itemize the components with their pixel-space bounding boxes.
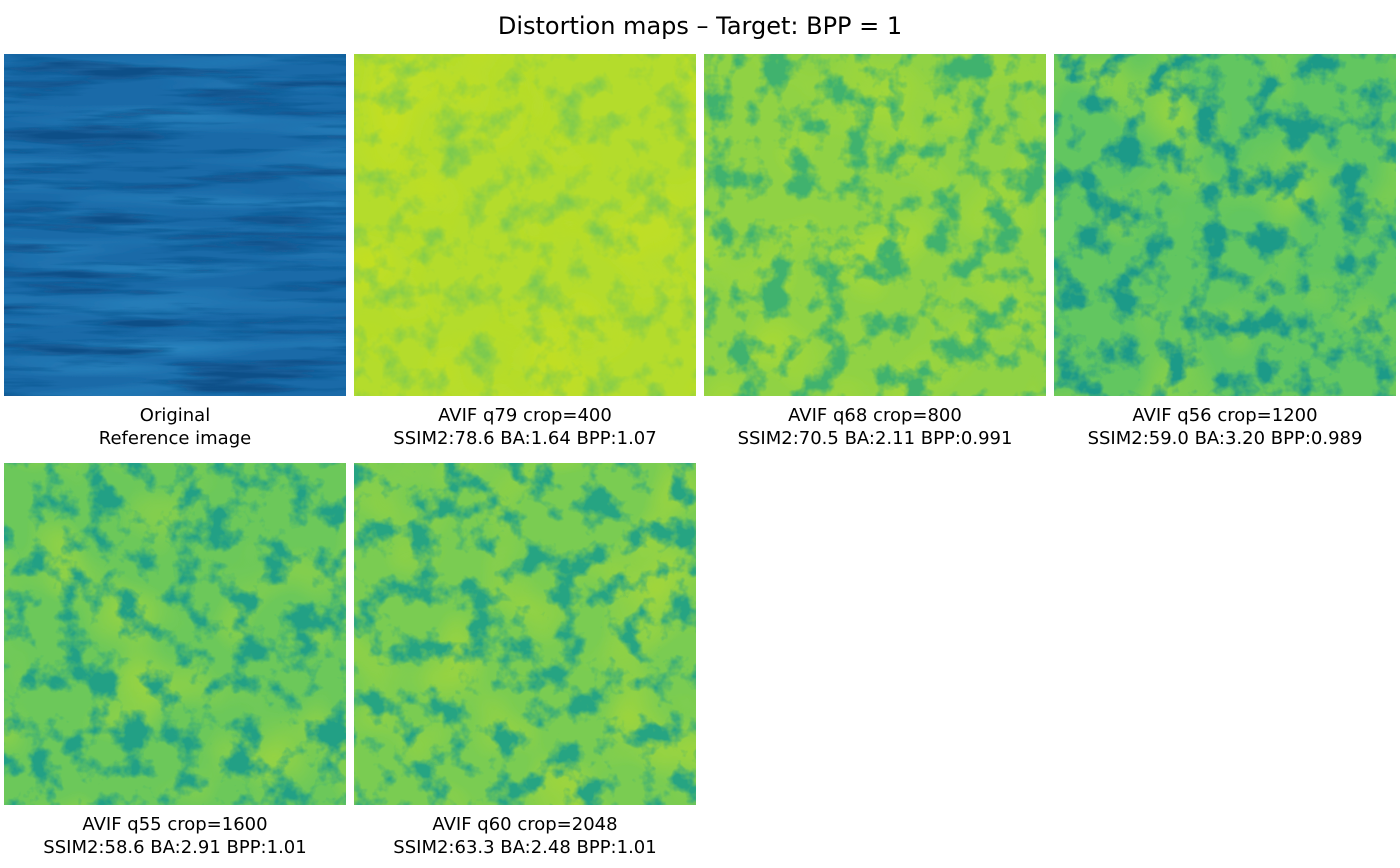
panel-caption: AVIF q55 crop=1600 SSIM2:58.6 BA:2.91 BPP…: [0, 813, 350, 859]
panel-caption: AVIF q79 crop=400 SSIM2:78.6 BA:1.64 BPP:…: [350, 404, 700, 450]
caption-metrics: Reference image: [98, 428, 252, 449]
panel-caption: AVIF q60 crop=2048 SSIM2:63.3 BA:2.48 BPP…: [350, 813, 700, 859]
caption-metrics: SSIM2:70.5 BA:2.11 BPP:0.991: [737, 428, 1013, 449]
distortion-map-image: [354, 463, 696, 805]
caption-metrics: SSIM2:78.6 BA:1.64 BPP:1.07: [393, 428, 657, 449]
panel-caption: AVIF q68 crop=800 SSIM2:70.5 BA:2.11 BPP:…: [700, 404, 1050, 450]
caption-metrics: SSIM2:63.3 BA:2.48 BPP:1.01: [393, 837, 657, 858]
distortion-map-image: [704, 54, 1046, 396]
distortion-map-image: [1054, 54, 1396, 396]
caption-label: AVIF q79 crop=400: [438, 405, 612, 426]
caption-label: AVIF q68 crop=800: [788, 405, 962, 426]
caption-metrics: SSIM2:59.0 BA:3.20 BPP:0.989: [1087, 428, 1363, 449]
figure-title: Distortion maps – Target: BPP = 1: [497, 12, 903, 40]
caption-label: Original: [139, 405, 211, 426]
original-image: [4, 54, 346, 396]
caption-label: AVIF q56 crop=1200: [1132, 405, 1318, 426]
caption-metrics: SSIM2:58.6 BA:2.91 BPP:1.01: [43, 837, 307, 858]
distortion-map-image: [354, 54, 696, 396]
distortion-map-image: [4, 463, 346, 805]
caption-label: AVIF q60 crop=2048: [432, 814, 618, 835]
caption-label: AVIF q55 crop=1600: [82, 814, 268, 835]
panel-caption: AVIF q56 crop=1200 SSIM2:59.0 BA:3.20 BPP…: [1050, 404, 1400, 450]
panel-caption: Original Reference image: [0, 404, 350, 450]
